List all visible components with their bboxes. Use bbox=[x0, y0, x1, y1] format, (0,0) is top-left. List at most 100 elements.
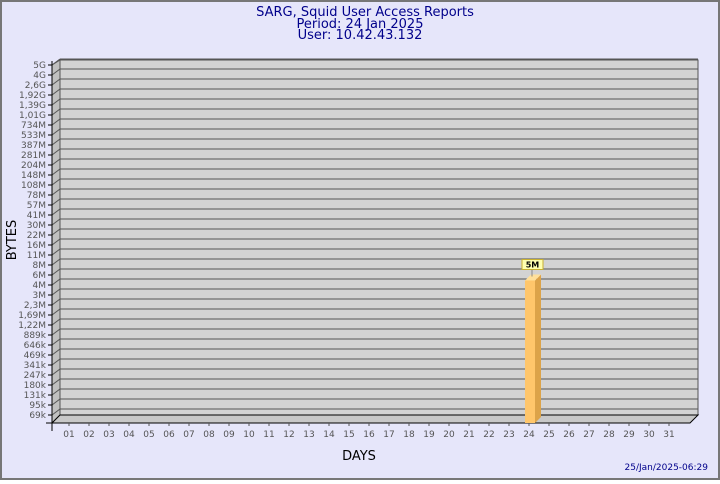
y-tick-label: 469k bbox=[24, 351, 47, 361]
gridline-side bbox=[51, 358, 61, 366]
x-tick-label: 07 bbox=[183, 430, 194, 440]
data-label-box bbox=[521, 258, 544, 270]
gridline-side bbox=[51, 228, 61, 236]
y-tick-label: 22M bbox=[27, 231, 46, 241]
x-tick-label: 16 bbox=[363, 430, 375, 440]
x-tick-label: 23 bbox=[503, 430, 514, 440]
y-tick-label: 646k bbox=[24, 341, 47, 351]
bar-front bbox=[525, 280, 535, 423]
gridline-side bbox=[51, 408, 61, 416]
y-tick-label: 78M bbox=[27, 191, 46, 201]
plot-floor bbox=[50, 414, 700, 424]
gridline-side bbox=[51, 328, 61, 336]
y-tick-label: 4G bbox=[33, 71, 46, 81]
gridline-side bbox=[51, 58, 61, 66]
gridline-side bbox=[51, 78, 61, 86]
x-tick-label: 03 bbox=[103, 430, 114, 440]
gridline-side bbox=[51, 158, 61, 166]
x-tick-label: 26 bbox=[563, 430, 575, 440]
x-tick-label: 27 bbox=[583, 430, 594, 440]
x-tick-label: 18 bbox=[403, 430, 415, 440]
x-tick-label: 04 bbox=[123, 430, 135, 440]
x-tick-label: 08 bbox=[203, 430, 215, 440]
y-tick-label: 5G bbox=[33, 61, 46, 71]
gridline-side bbox=[51, 268, 61, 276]
y-tick-label: 108M bbox=[21, 181, 46, 191]
x-tick-label: 22 bbox=[483, 430, 494, 440]
x-axis-label: DAYS bbox=[342, 449, 376, 464]
gridline-side bbox=[51, 388, 61, 396]
y-tick-label: 1,01G bbox=[19, 111, 46, 121]
x-tick-label: 11 bbox=[263, 430, 274, 440]
y-tick-label: 6M bbox=[33, 271, 47, 281]
y-tick-label: 180k bbox=[24, 381, 47, 391]
y-tick-label: 131k bbox=[24, 391, 47, 401]
gridline-side bbox=[51, 138, 61, 146]
y-tick-label: 1,69M bbox=[18, 311, 46, 321]
x-tick-label: 20 bbox=[443, 430, 455, 440]
gridline-side bbox=[51, 308, 61, 316]
gridline-side bbox=[51, 368, 61, 376]
gridline-side bbox=[51, 168, 61, 176]
gridline-side bbox=[51, 208, 61, 216]
y-tick-label: 247k bbox=[24, 371, 47, 381]
x-tick-label: 29 bbox=[623, 430, 635, 440]
gridline-side bbox=[51, 348, 61, 356]
y-tick-label: 57M bbox=[27, 201, 46, 211]
bar-side bbox=[535, 274, 541, 423]
y-tick-label: 148M bbox=[21, 171, 46, 181]
bar-top bbox=[525, 274, 541, 281]
y-tick-label: 2,6G bbox=[25, 81, 46, 91]
x-tick-label: 02 bbox=[83, 430, 94, 440]
y-tick-label: 387M bbox=[21, 141, 46, 151]
x-tick-label: 10 bbox=[243, 430, 255, 440]
gridline-side bbox=[51, 378, 61, 386]
gridline-side bbox=[51, 128, 61, 136]
y-tick-label: 204M bbox=[21, 161, 46, 171]
gridline-side bbox=[51, 88, 61, 96]
chart-subtitle-user: User: 10.42.43.132 bbox=[298, 28, 423, 43]
bar: 5M bbox=[521, 258, 544, 423]
y-axis-label: BYTES bbox=[5, 220, 20, 261]
x-tick-label: 01 bbox=[63, 430, 74, 440]
x-tick-label: 30 bbox=[643, 430, 655, 440]
gridline-side bbox=[51, 318, 61, 326]
footer-timestamp: 25/Jan/2025-06:29 bbox=[625, 463, 709, 473]
y-tick-label: 734M bbox=[21, 121, 46, 131]
y-tick-label: 95k bbox=[29, 401, 46, 411]
y-tick-label: 281M bbox=[21, 151, 46, 161]
gridline-side bbox=[51, 218, 61, 226]
gridline-side bbox=[51, 298, 61, 306]
y-tick-label: 1,92G bbox=[19, 91, 46, 101]
data-label: 5M bbox=[526, 260, 540, 269]
gridline-side bbox=[51, 338, 61, 346]
x-tick-label: 05 bbox=[143, 430, 154, 440]
y-tick-label: 1,39G bbox=[19, 101, 46, 111]
plot-area: 5G4G2,6G1,92G1,39G1,01G734M533M387M281M2… bbox=[18, 58, 700, 440]
y-tick-label: 11M bbox=[27, 251, 46, 261]
gridline-side bbox=[51, 248, 61, 256]
y-tick-label: 2,3M bbox=[24, 301, 46, 311]
x-tick-label: 09 bbox=[223, 430, 235, 440]
gridline-side bbox=[51, 198, 61, 206]
gridline-side bbox=[51, 148, 61, 156]
x-tick-label: 21 bbox=[463, 430, 474, 440]
x-tick-label: 13 bbox=[303, 430, 314, 440]
gridline-side bbox=[51, 278, 61, 286]
x-tick-label: 14 bbox=[323, 430, 335, 440]
chart-subtitle-period: Period: 24 Jan 2025 bbox=[297, 17, 424, 32]
gridline-side bbox=[51, 108, 61, 116]
x-tick-label: 17 bbox=[383, 430, 394, 440]
gridline-side bbox=[51, 178, 61, 186]
gridline-side bbox=[51, 238, 61, 246]
y-tick-label: 4M bbox=[33, 281, 47, 291]
gridline-side bbox=[51, 288, 61, 296]
x-tick-label: 31 bbox=[663, 430, 674, 440]
y-tick-label: 41M bbox=[27, 211, 46, 221]
y-tick-label: 3M bbox=[33, 291, 47, 301]
gridline-side bbox=[51, 98, 61, 106]
x-tick-label: 06 bbox=[163, 430, 175, 440]
y-tick-label: 341k bbox=[24, 361, 47, 371]
x-tick-label: 24 bbox=[523, 430, 535, 440]
